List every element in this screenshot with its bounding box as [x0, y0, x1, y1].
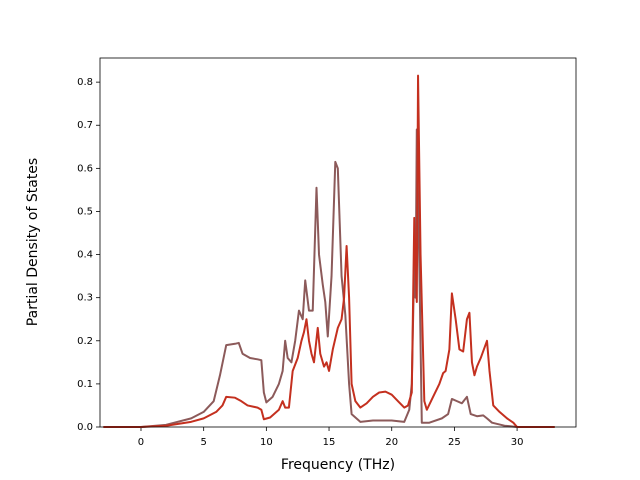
- x-tick-label: 0: [138, 437, 144, 448]
- y-tick-label: 0.4: [77, 250, 93, 261]
- y-axis-label: Partial Density of States: [25, 158, 41, 326]
- x-tick-label: 25: [448, 437, 461, 448]
- y-tick-label: 0.6: [77, 163, 93, 174]
- x-tick-label: 20: [385, 437, 398, 448]
- x-tick-label: 5: [200, 437, 206, 448]
- x-tick-label: 30: [511, 437, 524, 448]
- y-tick-label: 0.5: [77, 206, 93, 217]
- x-tick-label: 15: [323, 437, 336, 448]
- series-line: [103, 74, 555, 428]
- x-axis-label: Frequency (THz): [281, 457, 395, 473]
- y-tick-label: 0.0: [77, 422, 93, 433]
- y-tick-label: 0.7: [77, 120, 93, 131]
- y-tick-label: 0.3: [77, 293, 93, 304]
- y-tick-label: 0.8: [77, 77, 93, 88]
- series-line: [103, 128, 555, 428]
- plot-frame: [99, 57, 577, 428]
- y-tick-label: 0.2: [77, 336, 93, 347]
- y-tick-label: 0.1: [77, 379, 93, 390]
- x-tick-label: 10: [260, 437, 273, 448]
